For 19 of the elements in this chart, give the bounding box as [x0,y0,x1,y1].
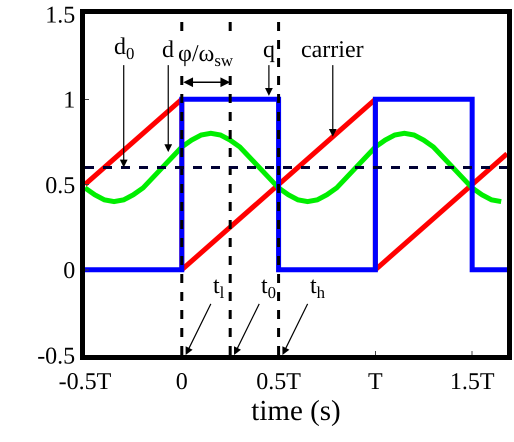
x-tick-label: T [368,368,384,395]
annotation: φ/ω$_{sw}$ [178,41,234,70]
annotation: d [162,37,174,63]
annotation: d$_{0}$ [114,34,134,64]
x-tick-label: 0.5T [256,368,302,395]
annotation: t$_{h}$ [310,273,326,302]
annotation: carrier [301,37,364,63]
y-tick-label: 0 [63,258,76,284]
y-tick-label: 0.5 [45,172,76,199]
y-tick-label: 1.5 [45,2,76,28]
annotation: t$_{l}$ [213,273,225,302]
annotation: t$_{0}$ [261,273,276,302]
annotation: q [263,37,275,63]
x-tick-label: 1.5T [450,368,495,395]
y-tick-label: 1 [63,88,76,114]
x-tick-label: -0.5T [58,368,112,395]
x-tick-label: 0 [176,368,188,395]
y-tick-label: -0.5 [37,343,76,370]
x-axis-title: time (s) [251,394,341,427]
